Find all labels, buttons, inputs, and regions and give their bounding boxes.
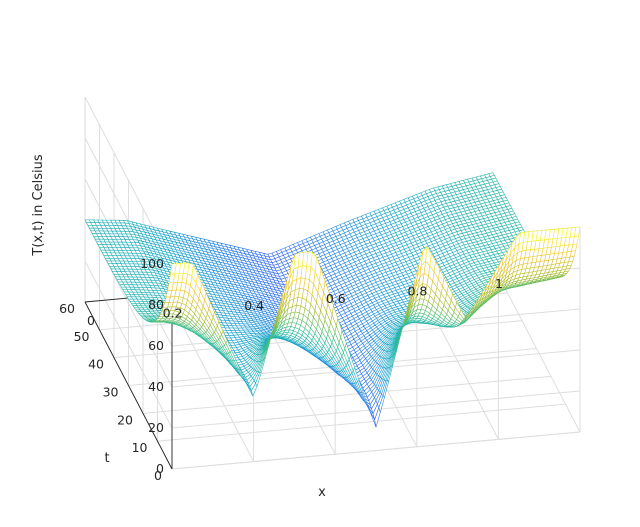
floor-grid-t [142, 375, 552, 414]
mesh-cell [134, 307, 141, 311]
temperature-mesh-surface [84, 172, 581, 428]
floor-grid-t [157, 403, 566, 442]
floor-grid-t [171, 431, 581, 470]
axis-line-t [84, 301, 173, 470]
